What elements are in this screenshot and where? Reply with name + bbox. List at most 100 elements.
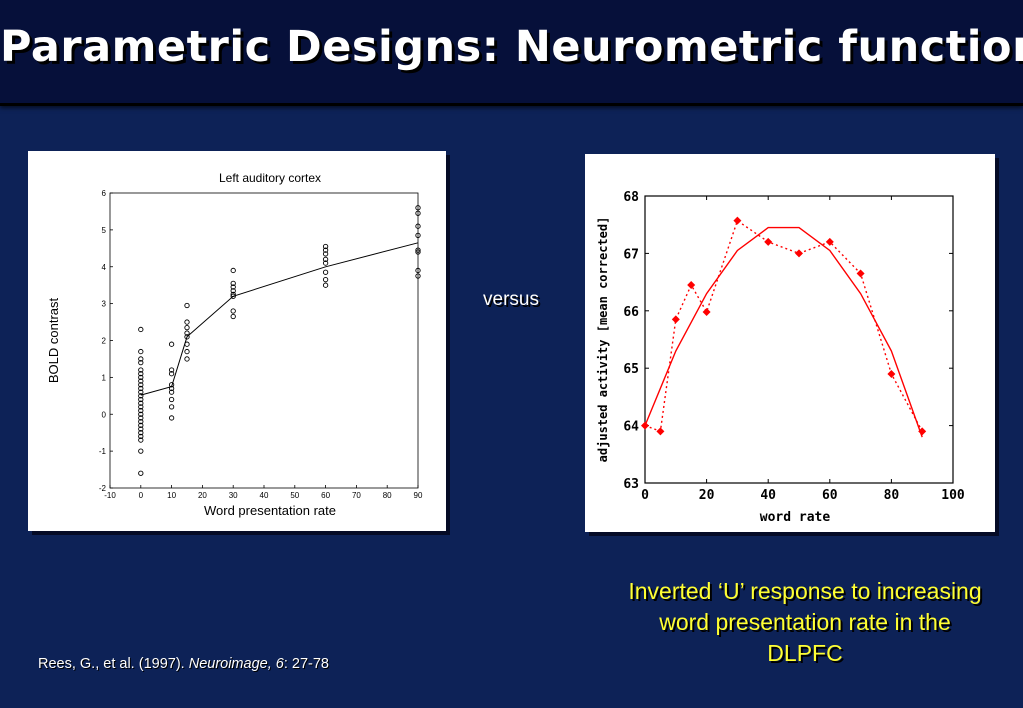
x-axis-label: Word presentation rate — [204, 503, 336, 518]
y-tick-label: 4 — [102, 263, 107, 272]
data-point — [138, 437, 144, 443]
data-point — [138, 404, 144, 410]
data-point — [184, 302, 190, 309]
fit-curve — [644, 226, 923, 438]
plot-frame — [644, 195, 954, 484]
data-point — [322, 282, 329, 288]
dlpfc-word-rate-chart: 0 20 40 60 80 100 63 64 65 66 67 68 word rate adjuste… — [596, 190, 965, 525]
data-point — [415, 205, 421, 211]
y-axis-label: adjusted activity [mean corrected] — [596, 217, 610, 463]
data-point — [138, 448, 144, 454]
y-tick-label: 6 — [102, 189, 107, 198]
x-tick-label: 70 — [352, 491, 361, 500]
data-point — [322, 251, 329, 257]
data-point — [184, 324, 190, 331]
data-point — [138, 378, 144, 384]
y-tick-label: 66 — [623, 305, 639, 320]
data-point — [138, 367, 144, 373]
data-point — [230, 308, 236, 314]
x-tick-label: 40 — [760, 488, 776, 503]
data-point — [168, 389, 175, 395]
data-point — [415, 249, 421, 255]
data-point — [856, 269, 865, 278]
data-point — [415, 232, 421, 239]
data-point — [184, 330, 190, 336]
data-point — [764, 237, 773, 246]
data-point — [230, 280, 236, 286]
data-point — [168, 341, 175, 347]
data-point — [322, 277, 329, 283]
versus-label: versus — [483, 289, 539, 310]
x-tick-label: 90 — [414, 491, 423, 500]
x-axis-label: word rate — [760, 510, 831, 525]
data-point — [168, 371, 175, 377]
x-tick-label: -10 — [104, 491, 116, 500]
y-tick-label: 67 — [623, 247, 639, 262]
title-bar: Parametric Designs: Neurometric function… — [0, 0, 1023, 106]
data-point — [887, 369, 896, 378]
data-point — [138, 400, 144, 406]
x-tick-label: 60 — [321, 491, 330, 500]
data-point — [138, 356, 144, 362]
data-point — [702, 307, 711, 316]
y-tick-label: 63 — [623, 477, 639, 492]
x-tick-label: 20 — [198, 491, 207, 500]
data-point — [138, 359, 144, 366]
data-point — [168, 404, 175, 410]
data-point — [138, 470, 144, 476]
citation-pages: : 27-78 — [283, 656, 329, 672]
data-point — [230, 267, 236, 274]
data-point — [656, 427, 665, 436]
data-point — [230, 313, 236, 320]
data-point — [322, 247, 329, 253]
citation: Rees, G., et al. (1997). Neuroimage, 6: … — [38, 656, 329, 672]
data-point — [322, 256, 329, 263]
citation-authors: Rees, G., et al. (1997). — [38, 656, 189, 672]
y-axis-label: BOLD contrast — [46, 297, 61, 383]
data-point — [322, 260, 329, 266]
data-point — [795, 249, 803, 258]
x-tick-label: 20 — [699, 488, 715, 503]
data-point — [322, 243, 329, 250]
data-point — [184, 334, 190, 340]
y-tick-label: 68 — [623, 190, 639, 205]
slide-title: Parametric Designs: Neurometric function… — [0, 22, 1023, 72]
data-line — [644, 219, 923, 433]
data-point — [184, 319, 190, 325]
x-tick-label: 80 — [884, 488, 900, 503]
x-tick-label: 80 — [383, 491, 392, 500]
data-point — [138, 407, 144, 414]
y-tick-label: 65 — [623, 362, 639, 377]
y-tick-label: 2 — [102, 337, 107, 346]
x-tick-label: 60 — [822, 488, 838, 503]
y-tick-label: 5 — [102, 226, 107, 235]
data-point — [415, 267, 421, 274]
x-tick-label: 0 — [641, 488, 649, 503]
data-point — [230, 288, 236, 294]
y-tick-label: 0 — [102, 410, 107, 419]
data-point — [918, 427, 927, 436]
data-point — [138, 426, 144, 432]
data-point — [138, 371, 144, 377]
data-point — [138, 411, 144, 417]
data-point — [138, 326, 144, 333]
data-point — [733, 216, 742, 225]
data-point — [138, 374, 144, 381]
data-point — [322, 269, 329, 275]
data-point — [415, 223, 421, 229]
data-point — [138, 433, 144, 440]
data-point — [671, 315, 680, 324]
y-tick-label: 1 — [102, 373, 107, 382]
left-chart-panel: -10 0 10 20 30 40 50 60 70 80 90 -2 -1 0 1 2 3 4 5 6 Left au… — [28, 151, 446, 531]
x-tick-label: 10 — [167, 491, 176, 500]
data-point — [415, 210, 421, 216]
data-point — [230, 284, 236, 290]
data-point — [641, 421, 649, 430]
data-point — [138, 348, 144, 355]
data-point — [230, 293, 236, 299]
x-tick-label: 30 — [229, 491, 238, 500]
data-point — [168, 396, 175, 403]
right-chart-panel: 0 20 40 60 80 100 63 64 65 66 67 68 word rate adjuste… — [585, 154, 995, 532]
citation-journal: Neuroimage, 6 — [188, 656, 284, 672]
